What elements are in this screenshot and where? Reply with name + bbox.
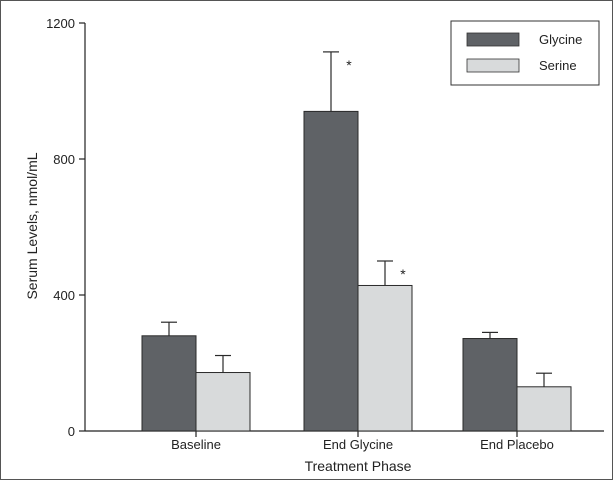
x-tick-label: End Glycine — [323, 437, 393, 452]
y-tick-label: 800 — [53, 152, 75, 167]
legend-swatch-serine — [466, 58, 520, 73]
bar-glycine-2 — [462, 338, 518, 432]
legend-label-serine: Serine — [539, 58, 577, 73]
y-tick-label: 0 — [68, 424, 75, 439]
x-tick-label: Baseline — [171, 437, 221, 452]
x-tick-label: End Placebo — [480, 437, 554, 452]
legend-swatch-glycine — [466, 32, 520, 47]
bar-glycine-1 — [303, 110, 359, 432]
y-tick-label: 400 — [53, 288, 75, 303]
significance-marker: * — [346, 57, 352, 73]
y-axis-label: Serum Levels, nmol/mL — [24, 152, 40, 299]
legend: Glycine Serine — [450, 20, 600, 86]
x-axis-label: Treatment Phase — [305, 458, 412, 474]
bar-glycine-0 — [141, 335, 197, 432]
y-tick-label: 1200 — [46, 16, 75, 31]
significance-marker: * — [400, 266, 406, 282]
bar-serine-2 — [516, 386, 572, 432]
bar-serine-1 — [357, 284, 413, 432]
bar-serine-0 — [195, 372, 251, 432]
legend-box — [450, 20, 600, 86]
legend-label-glycine: Glycine — [539, 32, 582, 47]
